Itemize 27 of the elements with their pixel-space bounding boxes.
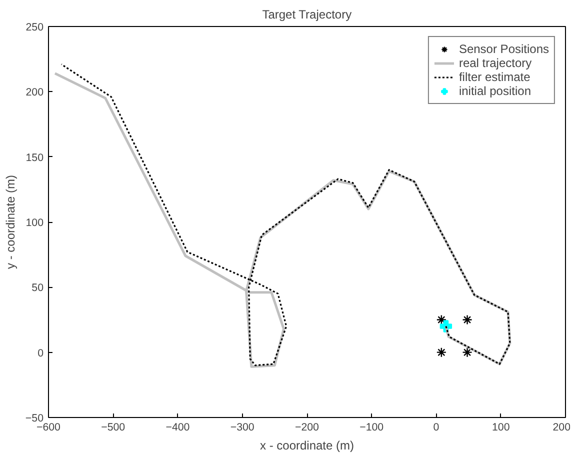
y-tick-label: 0 [38, 347, 44, 360]
chart-title: Target Trajectory [262, 8, 352, 22]
y-tick-label: 200 [26, 86, 44, 99]
legend-label: filter estimate [458, 70, 530, 84]
x-tick-label: 200 [552, 422, 571, 434]
x-tick-label: 100 [492, 422, 510, 434]
y-tick-label: −50 [25, 412, 44, 424]
point [462, 314, 472, 325]
point [436, 314, 447, 325]
legend-label: initial position [458, 84, 531, 98]
x-tick-label: 0 [433, 422, 440, 434]
y-tick-label: 50 [32, 282, 44, 294]
point [436, 347, 447, 358]
x-axis-title: x - coordinate (m) [260, 438, 354, 452]
x-tick-label: −400 [166, 422, 190, 434]
legend-label: real trajectory [458, 56, 532, 70]
y-tick-label: 150 [26, 152, 44, 164]
y-tick-label: 250 [26, 22, 44, 34]
x-tick-label: −200 [295, 422, 320, 434]
legend-label: Sensor Positions [458, 42, 549, 56]
x-tick-label: −100 [360, 422, 384, 434]
x-tick-label: −600 [36, 422, 61, 434]
y-tick-label: 100 [26, 217, 44, 229]
x-tick-label: −500 [101, 422, 126, 434]
y-axis-title: y - coordinate (m) [3, 174, 18, 270]
x-tick-label: −300 [230, 422, 254, 434]
point [462, 347, 472, 358]
